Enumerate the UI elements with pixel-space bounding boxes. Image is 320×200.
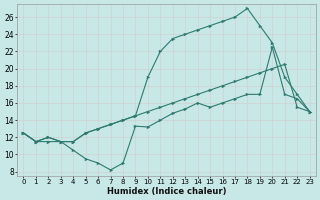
X-axis label: Humidex (Indice chaleur): Humidex (Indice chaleur) xyxy=(107,187,226,196)
